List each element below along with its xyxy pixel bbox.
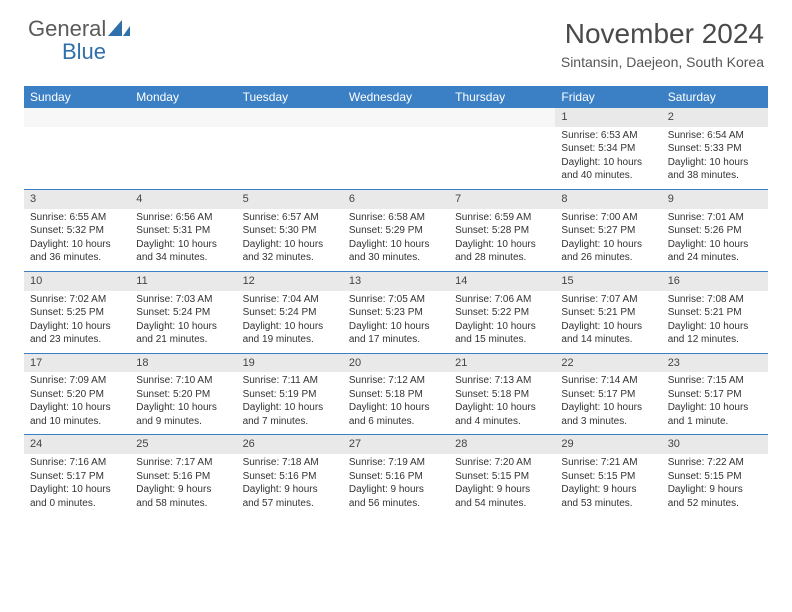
daynum-row: 17181920212223: [24, 353, 768, 372]
month-title: November 2024: [561, 18, 764, 50]
day-header: Saturday: [662, 86, 768, 108]
daynum-row: 12: [24, 108, 768, 127]
day-detail: Sunrise: 7:15 AMSunset: 5:17 PMDaylight:…: [662, 372, 768, 435]
calendar-table: Sunday Monday Tuesday Wednesday Thursday…: [24, 86, 768, 516]
day-detail: [343, 127, 449, 190]
day-header: Sunday: [24, 86, 130, 108]
detail-row: Sunrise: 7:02 AMSunset: 5:25 PMDaylight:…: [24, 291, 768, 354]
day-detail: Sunrise: 7:22 AMSunset: 5:15 PMDaylight:…: [662, 454, 768, 516]
day-detail: Sunrise: 7:07 AMSunset: 5:21 PMDaylight:…: [555, 291, 661, 354]
day-number: [24, 108, 130, 127]
day-detail: Sunrise: 6:59 AMSunset: 5:28 PMDaylight:…: [449, 209, 555, 272]
day-number: 26: [237, 435, 343, 454]
day-detail: Sunrise: 7:02 AMSunset: 5:25 PMDaylight:…: [24, 291, 130, 354]
day-number: 13: [343, 271, 449, 290]
day-number: 6: [343, 189, 449, 208]
day-detail: Sunrise: 7:14 AMSunset: 5:17 PMDaylight:…: [555, 372, 661, 435]
day-detail: Sunrise: 6:54 AMSunset: 5:33 PMDaylight:…: [662, 127, 768, 190]
logo-word1: General: [28, 16, 106, 41]
day-detail: [237, 127, 343, 190]
day-number: 16: [662, 271, 768, 290]
detail-row: Sunrise: 7:16 AMSunset: 5:17 PMDaylight:…: [24, 454, 768, 516]
day-detail: Sunrise: 6:56 AMSunset: 5:31 PMDaylight:…: [130, 209, 236, 272]
detail-row: Sunrise: 7:09 AMSunset: 5:20 PMDaylight:…: [24, 372, 768, 435]
day-number: 22: [555, 353, 661, 372]
day-number: 27: [343, 435, 449, 454]
day-detail: Sunrise: 6:58 AMSunset: 5:29 PMDaylight:…: [343, 209, 449, 272]
day-detail: Sunrise: 7:04 AMSunset: 5:24 PMDaylight:…: [237, 291, 343, 354]
day-number: 25: [130, 435, 236, 454]
detail-row: Sunrise: 6:53 AMSunset: 5:34 PMDaylight:…: [24, 127, 768, 190]
day-number: 14: [449, 271, 555, 290]
day-detail: Sunrise: 7:00 AMSunset: 5:27 PMDaylight:…: [555, 209, 661, 272]
day-detail: [449, 127, 555, 190]
day-detail: [130, 127, 236, 190]
day-number: 30: [662, 435, 768, 454]
day-number: 17: [24, 353, 130, 372]
day-detail: Sunrise: 7:11 AMSunset: 5:19 PMDaylight:…: [237, 372, 343, 435]
logo-word2: Blue: [28, 39, 106, 64]
day-number: 9: [662, 189, 768, 208]
day-detail: Sunrise: 6:53 AMSunset: 5:34 PMDaylight:…: [555, 127, 661, 190]
day-detail: Sunrise: 7:01 AMSunset: 5:26 PMDaylight:…: [662, 209, 768, 272]
day-number: 20: [343, 353, 449, 372]
day-detail: Sunrise: 7:19 AMSunset: 5:16 PMDaylight:…: [343, 454, 449, 516]
day-detail: Sunrise: 7:17 AMSunset: 5:16 PMDaylight:…: [130, 454, 236, 516]
day-number: 29: [555, 435, 661, 454]
day-number: 11: [130, 271, 236, 290]
day-number: 3: [24, 189, 130, 208]
day-header: Friday: [555, 86, 661, 108]
day-header: Thursday: [449, 86, 555, 108]
day-number: 10: [24, 271, 130, 290]
day-header: Tuesday: [237, 86, 343, 108]
day-number: 21: [449, 353, 555, 372]
day-detail: Sunrise: 7:05 AMSunset: 5:23 PMDaylight:…: [343, 291, 449, 354]
day-number: 12: [237, 271, 343, 290]
header: General Blue November 2024 Sintansin, Da…: [0, 0, 792, 76]
day-detail: Sunrise: 7:09 AMSunset: 5:20 PMDaylight:…: [24, 372, 130, 435]
day-number: 1: [555, 108, 661, 127]
title-block: November 2024 Sintansin, Daejeon, South …: [561, 18, 764, 70]
day-number: 8: [555, 189, 661, 208]
day-number: [449, 108, 555, 127]
logo-sail-icon: [108, 20, 130, 41]
day-number: 4: [130, 189, 236, 208]
day-detail: Sunrise: 6:55 AMSunset: 5:32 PMDaylight:…: [24, 209, 130, 272]
day-number: 19: [237, 353, 343, 372]
day-header: Wednesday: [343, 86, 449, 108]
day-detail: Sunrise: 7:21 AMSunset: 5:15 PMDaylight:…: [555, 454, 661, 516]
day-detail: Sunrise: 7:13 AMSunset: 5:18 PMDaylight:…: [449, 372, 555, 435]
daynum-row: 3456789: [24, 189, 768, 208]
day-detail: Sunrise: 7:18 AMSunset: 5:16 PMDaylight:…: [237, 454, 343, 516]
day-detail: Sunrise: 7:16 AMSunset: 5:17 PMDaylight:…: [24, 454, 130, 516]
day-detail: Sunrise: 7:03 AMSunset: 5:24 PMDaylight:…: [130, 291, 236, 354]
day-number: 28: [449, 435, 555, 454]
day-detail: Sunrise: 7:08 AMSunset: 5:21 PMDaylight:…: [662, 291, 768, 354]
day-detail: Sunrise: 7:10 AMSunset: 5:20 PMDaylight:…: [130, 372, 236, 435]
detail-row: Sunrise: 6:55 AMSunset: 5:32 PMDaylight:…: [24, 209, 768, 272]
day-number: 24: [24, 435, 130, 454]
logo: General Blue: [28, 18, 130, 64]
day-detail: [24, 127, 130, 190]
day-number: 23: [662, 353, 768, 372]
day-number: 15: [555, 271, 661, 290]
day-header: Monday: [130, 86, 236, 108]
day-number: [237, 108, 343, 127]
day-detail: Sunrise: 7:06 AMSunset: 5:22 PMDaylight:…: [449, 291, 555, 354]
daynum-row: 24252627282930: [24, 435, 768, 454]
day-number: [130, 108, 236, 127]
day-number: 7: [449, 189, 555, 208]
day-detail: Sunrise: 7:20 AMSunset: 5:15 PMDaylight:…: [449, 454, 555, 516]
day-number: 18: [130, 353, 236, 372]
day-header-row: Sunday Monday Tuesday Wednesday Thursday…: [24, 86, 768, 108]
location: Sintansin, Daejeon, South Korea: [561, 54, 764, 70]
day-number: 5: [237, 189, 343, 208]
day-detail: Sunrise: 7:12 AMSunset: 5:18 PMDaylight:…: [343, 372, 449, 435]
day-detail: Sunrise: 6:57 AMSunset: 5:30 PMDaylight:…: [237, 209, 343, 272]
daynum-row: 10111213141516: [24, 271, 768, 290]
day-number: [343, 108, 449, 127]
day-number: 2: [662, 108, 768, 127]
